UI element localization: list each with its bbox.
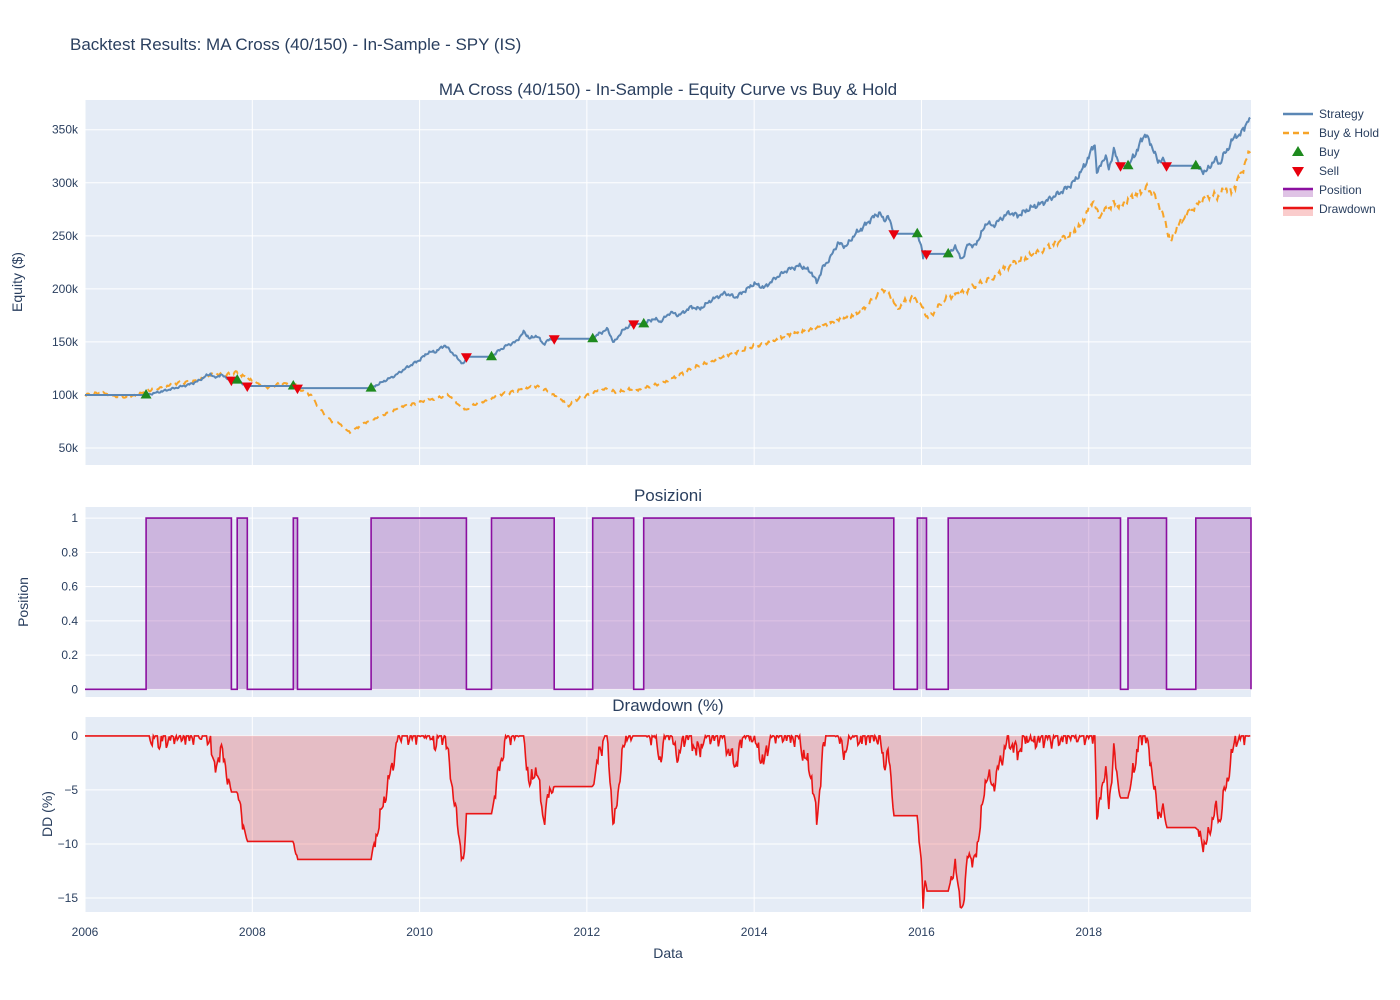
legend-label-sell: Sell [1319,164,1339,178]
legend-label-strategy: Strategy [1319,107,1364,121]
position-y-tick: 0.2 [61,648,78,662]
equity-y-tick: 150k [52,335,79,349]
drawdown-chart-title: Drawdown (%) [612,696,723,715]
drawdown-y-tick: −10 [58,837,79,851]
legend-item-buy[interactable]: Buy [1319,145,1340,159]
sell-marker [1115,162,1127,172]
buy-marker [140,388,152,399]
sell-marker [241,382,253,392]
sell-marker [291,384,303,395]
legend-item-strategy[interactable]: Strategy [1319,107,1364,121]
buy-marker [942,247,954,258]
x-tick: 2010 [406,925,433,939]
sell-marker [548,335,560,345]
position-step-line [85,517,1252,691]
sell-marker [628,320,640,330]
equity-plot-area[interactable] [85,100,1251,465]
x-tick: 2016 [908,925,935,939]
equity-y-tick: 300k [52,176,79,190]
legend-label-position: Position [1319,183,1362,197]
legend: Strategy Buy & Hold Buy Sell Position Dr… [1283,107,1379,216]
drawdown-plot-area[interactable] [85,717,1251,912]
drawdown-y-tick: 0 [71,729,78,743]
position-y-tick: 0.4 [61,614,78,628]
position-y-tick: 0.6 [61,580,78,594]
equity-y-tick: 100k [52,388,79,402]
page-title: Backtest Results: MA Cross (40/150) - In… [70,35,521,54]
equity-y-tick: 50k [59,441,79,455]
legend-label-buy: Buy [1319,145,1340,159]
position-y-tick: 0 [71,682,78,696]
x-tick: 2006 [72,925,99,939]
drawdown-y-tick: −5 [64,783,78,797]
drawdown-y-tick: −15 [58,891,79,905]
position-y-tick: 0.8 [61,545,78,559]
buy-marker [486,350,498,361]
buy-hold-curve [84,150,1252,435]
drawdown-area-fill [85,735,1251,909]
buy-marker [1190,159,1202,170]
strategy-curve [85,116,1251,396]
legend-swatch-band-fill [1283,189,1313,197]
position-y-tick: 1 [71,511,78,525]
equity-y-axis-title: Equity ($) [9,252,25,312]
buy-marker [365,382,377,392]
position-chart-title: Posizioni [634,486,702,505]
legend-label-drawdown: Drawdown [1319,202,1376,216]
buy-marker [587,332,599,343]
equity-chart-title: MA Cross (40/150) - In-Sample - Equity C… [439,80,897,99]
position-y-axis-title: Position [15,577,31,627]
x-axis-title: Data [653,945,683,961]
tick-labels-layer: 50k 100k 150k 200k 250k 300k 350k 0 0.2 0.4 0.6 0.8… [52,123,1102,939]
sell-marker [888,230,900,240]
x-tick: 2012 [574,925,601,939]
buy-marker [1122,159,1134,170]
x-tick: 2008 [239,925,266,939]
series-layer [84,116,1252,909]
legend-swatch-band-fill [1283,208,1313,216]
gridlines-layer [84,100,1251,912]
legend-item-position[interactable]: Position [1319,183,1362,197]
sell-marker [225,376,237,387]
legend-swatch-triangle-down [1292,167,1304,177]
legend-swatch-triangle-up [1292,146,1304,156]
legend-item-drawdown[interactable]: Drawdown [1319,202,1376,216]
equity-y-tick: 250k [52,229,79,243]
equity-y-tick: 200k [52,282,79,296]
legend-swatches [1283,112,1313,216]
sell-marker [920,250,932,260]
drawdown-line [85,732,1251,909]
drawdown-y-axis-title: DD (%) [39,791,55,837]
legend-item-buy-hold[interactable]: Buy & Hold [1319,126,1379,140]
position-area-fill [85,518,1251,690]
legend-label-buy-hold: Buy & Hold [1319,126,1379,140]
position-plot-area[interactable] [85,507,1251,697]
sell-marker [1161,162,1173,172]
x-tick: 2018 [1075,925,1102,939]
buy-marker [911,227,923,238]
x-tick: 2014 [741,925,768,939]
legend-item-sell[interactable]: Sell [1319,164,1339,178]
buy-marker [638,317,650,328]
sell-marker [460,353,472,363]
equity-y-tick: 350k [52,123,79,137]
buy-marker [231,374,243,384]
